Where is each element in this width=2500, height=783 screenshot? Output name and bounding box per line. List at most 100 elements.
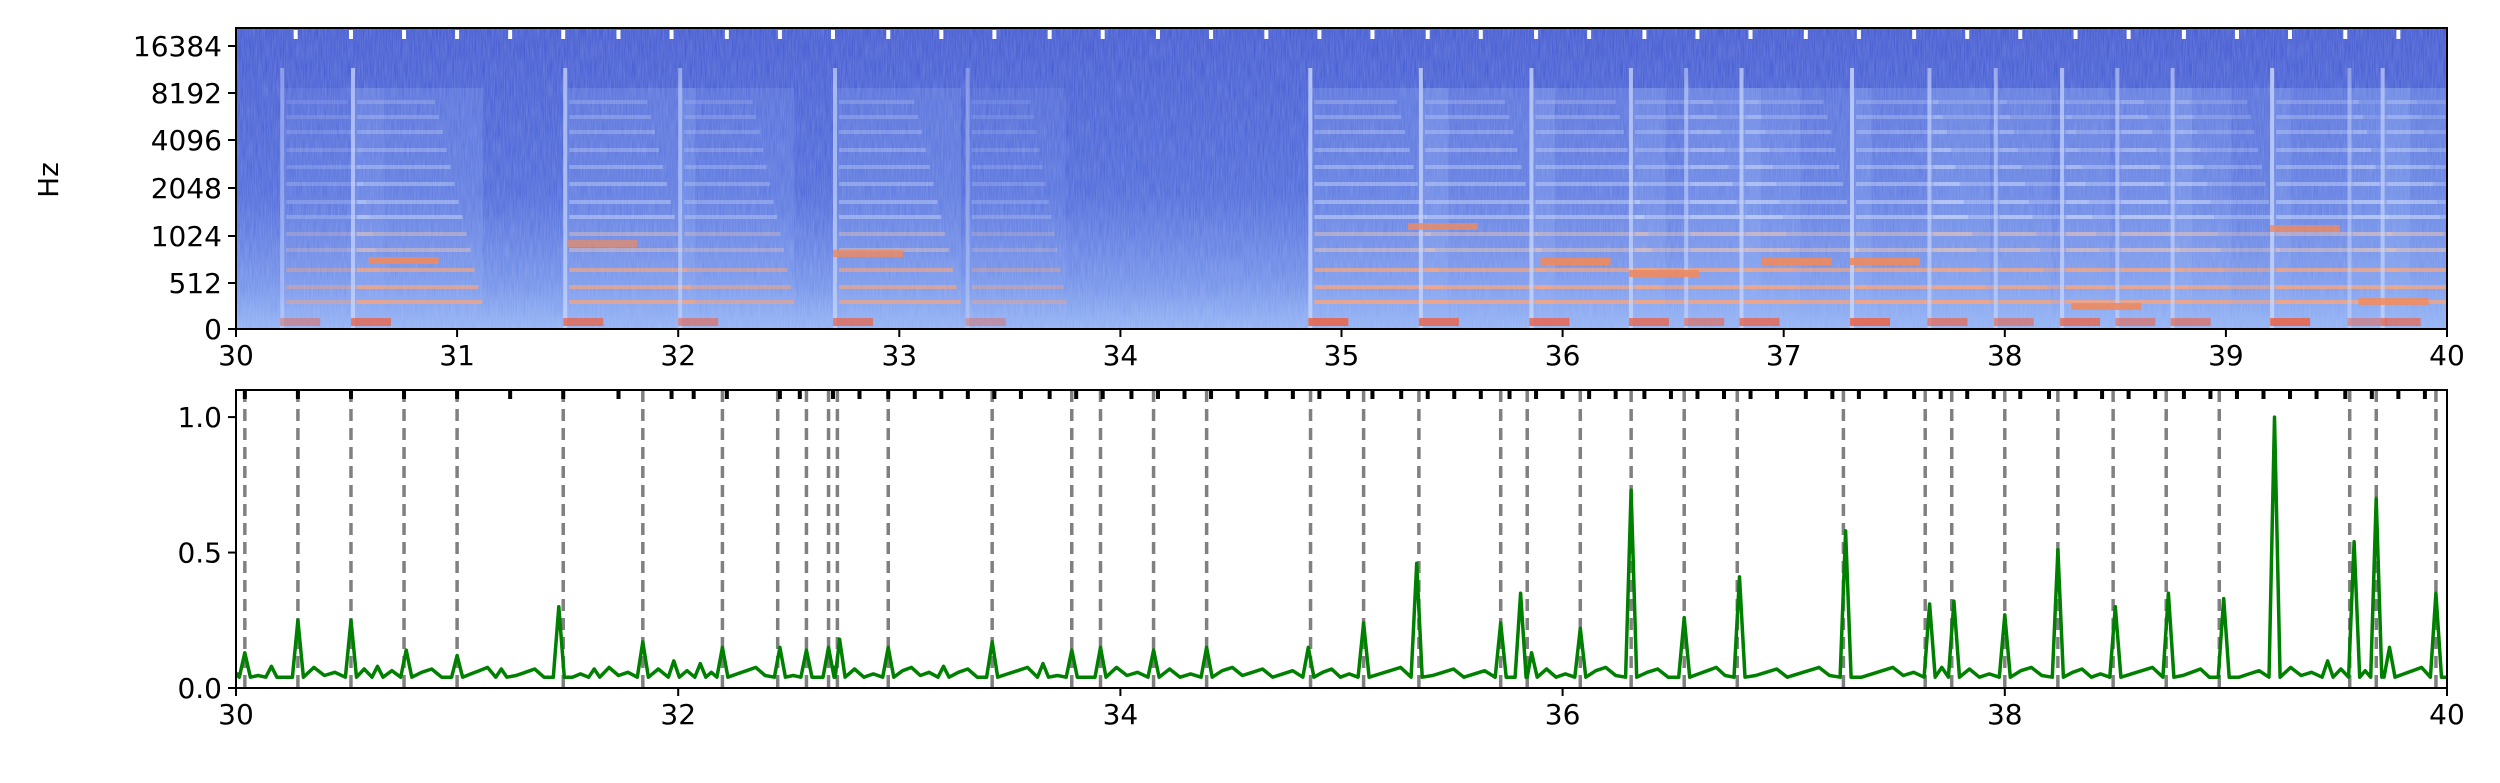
spectrogram-harmonic [569,148,659,152]
spectrogram-beat-marker [2396,30,2401,39]
onset-top-tick-mark [2181,390,2186,399]
spectrogram-harmonic [2386,182,2447,186]
spectrogram-harmonic [1535,165,1632,169]
spectrogram-x-tick-label: 31 [439,339,475,372]
onset-peak-point [1415,561,1419,565]
spectrogram-harmonic [1856,200,1964,204]
spectrogram-harmonic [2176,215,2273,219]
onset-top-tick-mark [1695,390,1700,399]
onset-y-tick-label: 1.0 [177,401,222,434]
onset-top-tick-mark [2261,390,2266,399]
spectrogram-harmonic [1690,165,1773,169]
spectrogram-low-energy [1993,318,2034,326]
spectrogram-harmonic [286,268,379,272]
spectrogram-beat-marker [293,30,298,39]
spectrogram-harmonic [1634,115,1717,119]
spectrogram-harmonic [1999,285,2107,289]
spectrogram-beat-marker [2343,30,2348,39]
spectrogram-harmonic [684,248,784,252]
spectrogram-harmonic [1424,182,1526,186]
spectrogram-beat-marker [2073,30,2078,39]
onset-top-tick-mark [1965,390,1970,399]
onset-peak-point [1306,645,1310,649]
spectrogram-harmonic [2353,100,2418,104]
spectrogram-beat-marker [724,30,729,39]
spectrogram-harmonic [971,115,1034,119]
spectrogram-harmonic [286,300,386,304]
spectrogram-harmonic [684,100,753,104]
onset-top-tick-mark [2343,390,2348,399]
spectrogram-low-energy [1739,318,1780,326]
spectrogram-beat-marker [2288,30,2293,39]
spectrogram-onset-streak [1529,68,1534,329]
spectrogram-harmonic [569,248,683,252]
spectrogram-harmonic [2066,248,2180,252]
onset-top-tick-mark [1209,390,1214,399]
spectrogram-harmonic [1535,130,1624,134]
spectrogram-harmonic [1933,248,2041,252]
onset-top-tick-mark [691,390,696,399]
spectrogram-harmonic [1535,285,1661,289]
spectrogram-harmonic [2176,130,2255,134]
onset-top-tick-mark [2288,390,2293,399]
onset-top-tick-mark [2314,390,2319,399]
spectrogram-harmonic [1933,165,2022,169]
onset-y-tick-label: 0.0 [177,672,222,705]
spectrogram-harmonic [569,300,695,304]
onset-top-tick-mark [2422,390,2427,399]
spectrogram-harmonic [2276,148,2372,152]
spectrogram-harmonic [684,200,774,204]
spectrogram-x-tick-label: 38 [1987,339,2023,372]
spectrogram-harmonic [971,148,1040,152]
spectrogram-harmonic [1535,248,1653,252]
spectrogram-y-tick-label: 1024 [151,220,222,253]
onset-peak-point [296,618,300,622]
spectrogram-harmonic [1933,182,2026,186]
onset-top-tick-mark [1912,390,1917,399]
spectrogram-harmonic [286,232,373,236]
spectrogram-harmonic [2276,215,2389,219]
spectrogram-harmonic [1999,248,2100,252]
spectrogram-harmonic [569,182,667,186]
spectrogram-harmonic [2276,268,2401,272]
spectrogram-harmonic [1999,300,2110,304]
spectrogram-event-body [678,88,795,329]
spectrogram-onset-streak [2270,68,2275,329]
spectrogram-beat-marker [1642,30,1647,39]
onset-peak-point [990,640,994,644]
spectrogram-onset-streak [678,68,683,329]
spectrogram-onset-streak [280,68,285,329]
onset-top-tick-mark [1452,390,1457,399]
spectrogram-harmonic [356,182,455,186]
onset-peaks [243,415,2438,671]
onset-peak-point [1629,488,1633,492]
onset-peak-point [2326,659,2330,663]
spectrogram-beat-marker [2234,30,2239,39]
spectrogram-onset-streak [2115,68,2120,329]
onset-peak-point [1530,651,1534,655]
onset-x-tick-label: 32 [660,698,696,731]
onset-top-tick-mark [857,390,862,399]
spectrogram-harmonic [684,130,760,134]
spectrogram-harmonic [1424,148,1518,152]
spectrogram-harmonic [1424,268,1546,272]
onset-top-tick-mark [1668,390,1673,399]
spectrogram-beat-marker [508,30,513,39]
onset-peak-point [499,667,503,671]
spectrogram-harmonic [1999,148,2079,152]
spectrogram-harmonic [1856,232,1973,236]
spectrogram-harmonic [971,232,1055,236]
spectrogram-harmonic [971,285,1064,289]
spectrogram-harmonic [1314,285,1444,289]
onset-top-tick-mark [2234,390,2239,399]
spectrogram-harmonic [1424,232,1538,236]
spectrogram-harmonic [1314,130,1406,134]
spectrogram-harmonic [838,285,957,289]
onset-top-tick-mark [2073,390,2078,399]
onset-top-tick-mark [2018,390,2023,399]
spectrogram-low-energy [1308,318,1349,326]
spectrogram-harmonic [286,100,348,104]
spectrogram-harmonic [684,232,781,236]
onset-top-tick-mark [1235,390,1240,399]
spectrogram-harmonic [1745,215,1852,219]
